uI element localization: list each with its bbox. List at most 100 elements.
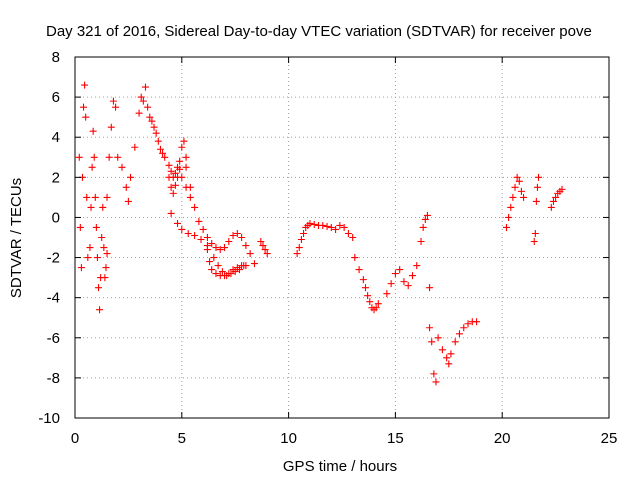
series: [75, 81, 92, 272]
data-point: [91, 193, 99, 201]
data-point: [212, 270, 220, 278]
grid-lines: [75, 57, 609, 418]
data-point: [238, 234, 246, 241]
data-point: [88, 163, 96, 171]
data-point: [103, 193, 111, 201]
data-point: [361, 284, 369, 292]
x-tick-label: 20: [494, 430, 511, 447]
data-point: [221, 272, 229, 280]
series: [351, 254, 382, 314]
data-point: [515, 177, 523, 185]
data-point: [238, 262, 246, 270]
data-point: [135, 109, 143, 117]
data-point: [473, 318, 481, 326]
data-point: [332, 225, 340, 233]
data-point: [167, 209, 175, 217]
data-point: [421, 215, 429, 223]
data-point: [80, 103, 88, 111]
data-point: [300, 229, 308, 237]
chart-title: Day 321 of 2016, Sidereal Day-to-day VTE…: [46, 23, 592, 40]
data-point: [98, 234, 106, 241]
data-point: [408, 272, 416, 280]
data-point: [127, 173, 135, 181]
data-point: [511, 183, 519, 191]
data-point: [86, 244, 94, 252]
data-point: [359, 276, 367, 284]
data-point: [242, 242, 250, 250]
data-point: [165, 173, 173, 181]
data-point: [464, 320, 472, 328]
data-point: [169, 189, 177, 197]
y-tick-label: 4: [52, 129, 60, 146]
data-point: [257, 238, 265, 246]
x-tick-label: 0: [71, 430, 79, 447]
y-tick-label: -8: [47, 370, 60, 387]
data-point: [513, 173, 521, 181]
data-point: [156, 145, 164, 153]
data-point: [148, 117, 156, 125]
data-point: [89, 127, 97, 135]
data-point: [154, 137, 162, 145]
data-point: [391, 270, 399, 278]
data-point: [167, 167, 175, 175]
data-point: [109, 97, 117, 105]
data-point: [319, 221, 327, 229]
data-point: [221, 244, 229, 252]
data-point: [76, 223, 84, 231]
data-point: [532, 197, 540, 205]
data-point: [295, 244, 303, 252]
y-tick-label: 0: [52, 209, 60, 226]
data-point: [216, 246, 224, 254]
series: [182, 163, 258, 268]
data-point: [547, 203, 555, 211]
data-point: [182, 153, 190, 161]
data-point: [225, 238, 233, 246]
data-point: [340, 223, 348, 231]
data-point: [229, 266, 237, 274]
series: [146, 113, 190, 181]
data-point: [107, 123, 115, 131]
data-point: [82, 113, 90, 121]
data-point: [186, 183, 194, 191]
series: [103, 83, 152, 205]
data-point: [434, 334, 442, 342]
data-point: [327, 223, 335, 231]
data-point: [90, 153, 98, 161]
x-tick-label: 10: [280, 430, 297, 447]
data-point: [81, 81, 89, 89]
data-point: [184, 229, 192, 237]
data-point: [178, 143, 186, 151]
data-point: [218, 268, 226, 276]
data-point: [426, 324, 434, 332]
data-point: [533, 183, 541, 191]
data-point: [419, 223, 427, 231]
data-point: [423, 211, 431, 219]
y-tick-label: 8: [52, 49, 60, 66]
data-point: [297, 236, 305, 244]
data-point: [535, 173, 543, 181]
series: [502, 173, 528, 231]
data-point: [171, 181, 179, 189]
data-point: [507, 203, 515, 211]
data-point: [159, 149, 167, 157]
data-point: [549, 197, 557, 205]
data-point: [131, 143, 139, 151]
data-point: [150, 123, 158, 131]
data-point: [451, 338, 459, 346]
data-point: [233, 229, 241, 237]
data-point: [530, 238, 538, 246]
data-point: [101, 274, 109, 282]
data-point: [447, 350, 455, 358]
data-point: [176, 165, 184, 173]
data-point: [520, 193, 528, 201]
data-point: [225, 270, 233, 278]
x-tick-label: 25: [601, 430, 618, 447]
data-point: [306, 219, 314, 227]
data-point: [293, 250, 301, 258]
data-point: [112, 103, 120, 111]
data-point: [396, 266, 404, 274]
data-point: [182, 163, 190, 171]
data-point: [344, 229, 352, 237]
y-axis-label: SDTVAR / TECUs: [8, 178, 25, 298]
data-point: [428, 338, 436, 346]
